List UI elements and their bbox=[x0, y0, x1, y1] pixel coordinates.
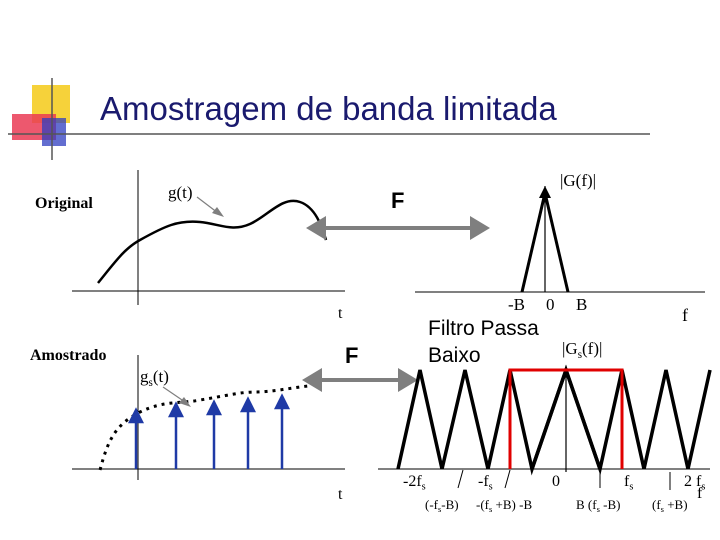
tick-fs: fs bbox=[624, 473, 634, 493]
G-f-label: |G(f)| bbox=[560, 171, 597, 190]
fourier-arrow-top-left-head bbox=[306, 216, 326, 240]
tick-neg-fs: -fs bbox=[478, 473, 493, 493]
top-spectrum bbox=[415, 186, 705, 293]
impulse-4-head bbox=[239, 396, 257, 413]
filter-label-line2: Baixo bbox=[428, 344, 481, 367]
tick-pointer-b bbox=[504, 469, 511, 489]
top-tick-B: B bbox=[576, 295, 588, 314]
fourier-arrow-bottom-right-head bbox=[398, 368, 418, 392]
gs-t-pointer bbox=[162, 386, 186, 403]
replicated-spectra bbox=[396, 364, 712, 476]
filter-label-line1: Filtro Passa bbox=[428, 317, 539, 340]
g-t-curve bbox=[97, 199, 328, 284]
fourier-label-top: F bbox=[391, 188, 405, 213]
top-spectrum-axis-head bbox=[539, 186, 551, 198]
corner-logo bbox=[8, 78, 650, 160]
top-time-axes bbox=[72, 170, 345, 305]
top-tick-zero: 0 bbox=[546, 295, 555, 314]
top-tick-neg-B: -B bbox=[508, 295, 525, 314]
impulse-2-head bbox=[167, 401, 185, 418]
t-axis-label-top: t bbox=[338, 305, 343, 322]
gs-t-pointer-head bbox=[179, 397, 191, 407]
tick-neg-2fs: -2fs bbox=[403, 473, 426, 493]
sublabel-fs-minus-B: B (fs -B) bbox=[576, 497, 621, 514]
low-pass-filter-box bbox=[508, 368, 624, 469]
bottom-tick-pointers bbox=[457, 469, 671, 490]
g-t-label: g(t) bbox=[168, 183, 193, 202]
tick-2fs: 2 fs bbox=[684, 473, 706, 493]
t-axis-label-bottom: t bbox=[338, 486, 343, 503]
sample-impulses bbox=[127, 393, 291, 469]
gs-t-dotted-curve bbox=[98, 384, 309, 471]
fourier-arrow-top-right-head bbox=[470, 216, 490, 240]
fourier-arrow-bottom-left-head bbox=[302, 368, 322, 392]
impulse-3-head bbox=[205, 399, 223, 416]
impulse-1-head bbox=[127, 407, 145, 424]
sublabel-neg-fs-plus-B: -(fs +B) -B bbox=[476, 497, 533, 514]
impulse-5-head bbox=[273, 393, 291, 410]
g-t-pointer-head bbox=[212, 207, 224, 217]
bottom-time-axes bbox=[72, 355, 345, 480]
gs-t-label: gs(t) bbox=[140, 367, 169, 389]
f-axis-label-top: f bbox=[682, 305, 688, 325]
tick-zero: 0 bbox=[552, 473, 560, 490]
amostrado-label: Amostrado bbox=[30, 347, 107, 364]
page-title: Amostragem de banda limitada bbox=[100, 90, 557, 127]
sublabel-neg-fs-minus-B: (-fs-B) bbox=[425, 497, 459, 514]
blue-square bbox=[42, 118, 66, 146]
original-label: Original bbox=[35, 195, 93, 212]
bottom-spectrum bbox=[378, 364, 712, 490]
fourier-label-bottom: F bbox=[345, 343, 359, 368]
f-axis-label-bottom: f bbox=[697, 485, 703, 502]
sublabel-fs-plus-B: (fs +B) bbox=[652, 497, 688, 514]
top-spectrum-triangle bbox=[520, 192, 570, 293]
tick-pointer-a bbox=[457, 469, 464, 489]
fourier-arrows bbox=[302, 216, 490, 392]
Gs-f-label: |Gs(f)| bbox=[562, 339, 603, 361]
